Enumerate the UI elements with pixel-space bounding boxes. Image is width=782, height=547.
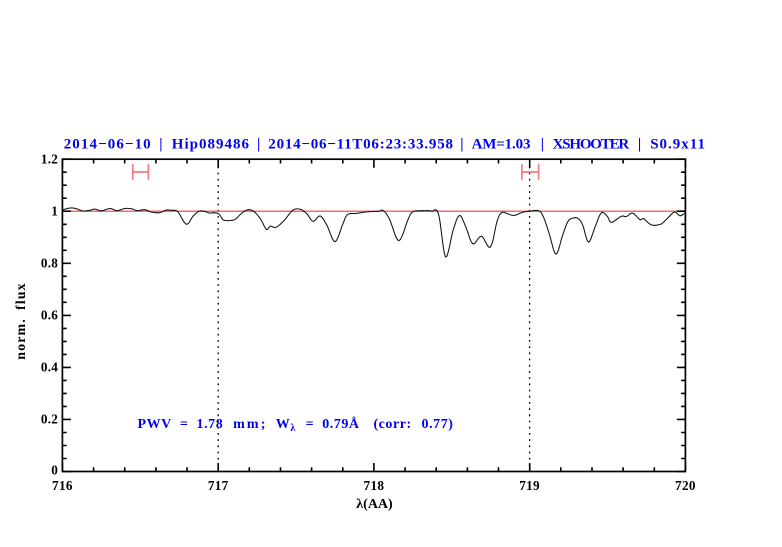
svg-text:S0.9x11: S0.9x11	[650, 137, 706, 153]
svg-text:720: 720	[675, 478, 696, 493]
svg-text:|: |	[638, 137, 641, 153]
svg-text:0.8: 0.8	[41, 256, 58, 271]
svg-text:717: 717	[208, 478, 229, 493]
svg-text:716: 716	[52, 478, 73, 493]
svg-text:1.2: 1.2	[41, 152, 58, 167]
svg-text:0.4: 0.4	[41, 360, 58, 375]
svg-text:719: 719	[519, 478, 540, 493]
svg-text:1: 1	[51, 204, 58, 219]
svg-text:AM=1.03: AM=1.03	[472, 137, 531, 153]
svg-text:|: |	[460, 137, 463, 153]
svg-text:|: |	[159, 137, 162, 153]
svg-text:2014−06−11T06:23:33.958: 2014−06−11T06:23:33.958	[268, 137, 453, 153]
svg-text:718: 718	[364, 478, 385, 493]
svg-text:|: |	[257, 137, 260, 153]
svg-text:XSHOOTER: XSHOOTER	[553, 137, 630, 153]
svg-text:0.2: 0.2	[41, 412, 58, 427]
svg-text:Hip089486: Hip089486	[172, 137, 250, 153]
svg-text:0: 0	[51, 463, 58, 478]
svg-text:0.6: 0.6	[41, 308, 58, 323]
svg-text:2014−06−10: 2014−06−10	[64, 137, 152, 153]
svg-text:PWV = 1.78 mm; Wλ = 0.: PWV = 1.78 mm; Wλ = 0.79Å (corr: 0.77)	[138, 416, 454, 434]
svg-text:λ(AA): λ(AA)	[356, 497, 393, 512]
svg-text:norm. flux: norm. flux	[14, 282, 29, 360]
svg-text:|: |	[541, 137, 544, 153]
